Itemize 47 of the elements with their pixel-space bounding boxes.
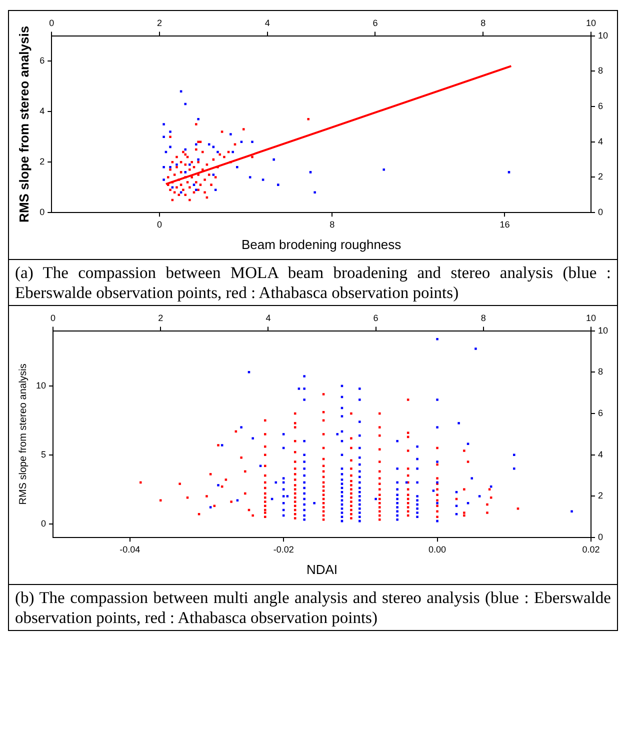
- y2-tick-label: 4: [598, 449, 604, 460]
- x2-tick-label: 8: [480, 18, 486, 28]
- x-tick-label: -0.04: [120, 544, 140, 554]
- point: [184, 102, 187, 106]
- x2-tick-label: 10: [586, 312, 596, 323]
- y2-tick-label: 6: [598, 101, 604, 112]
- point: [240, 140, 243, 144]
- x2-tick-label: 6: [373, 312, 378, 323]
- y-tick-label: 0: [40, 518, 46, 528]
- y-tick-label: 10: [36, 380, 46, 390]
- y2-tick-label: 4: [598, 136, 604, 146]
- y-axis-title: RMS slope from stereo analysis: [18, 364, 29, 505]
- y2-tick-label: 10: [598, 30, 608, 40]
- x2-tick-label: 4: [264, 18, 270, 28]
- x2-tick-label: 4: [266, 312, 271, 323]
- x2-tick-label: 2: [158, 312, 164, 323]
- x-tick-label: -0.02: [273, 544, 294, 554]
- x2-tick-label: 0: [49, 18, 54, 28]
- y-tick-label: 2: [40, 156, 45, 167]
- x2-tick-label: 6: [372, 18, 378, 28]
- y-tick-label: 4: [40, 106, 45, 116]
- y-tick-label: 0: [40, 207, 45, 218]
- text: (a) The compassion between MOLA beam broadening and stereo analysis (blue : Eberswalde observation points, red : Athabasca observation points): [15, 263, 611, 303]
- x2-tick-label: 10: [586, 18, 596, 28]
- y-tick-label: 6: [40, 56, 45, 66]
- y2-tick-label: 8: [598, 366, 604, 377]
- x-tick-label: 8: [330, 219, 335, 230]
- y-axis-title: RMS slope from stereo analysis: [16, 26, 32, 222]
- y2-tick-label: 6: [598, 408, 604, 418]
- y2-tick-label: 8: [598, 66, 604, 76]
- x-tick-label: 0.00: [428, 544, 446, 554]
- text: (b) The compassion between multi angle analysis and stereo analysis (blue : Eberswalde observation points, red : Athabasca observation points): [15, 588, 611, 628]
- y2-tick-label: 0: [598, 532, 604, 542]
- point: [184, 148, 187, 151]
- x2-tick-label: 2: [156, 18, 162, 28]
- x-tick-label: 0: [156, 219, 162, 230]
- x-tick-label: 0.02: [582, 544, 600, 554]
- x-axis-title: NDAI: [306, 562, 338, 577]
- x2-tick-label: 8: [480, 312, 486, 323]
- x-tick-label: 16: [500, 219, 510, 230]
- y2-tick-label: 0: [598, 207, 604, 218]
- x-axis-title: Beam brodening roughness: [241, 236, 402, 252]
- y-tick-label: 5: [40, 449, 46, 460]
- y2-tick-label: 2: [598, 172, 604, 182]
- y2-tick-label: 10: [598, 325, 608, 336]
- y2-tick-label: 2: [598, 490, 604, 501]
- x2-tick-label: 0: [50, 312, 56, 323]
